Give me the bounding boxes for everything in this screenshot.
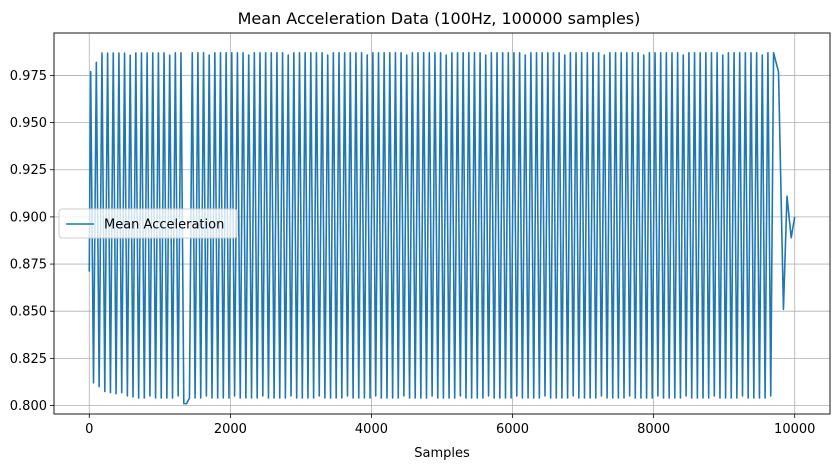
x-tick-label: 2000 [214, 422, 247, 437]
x-axis-label: Samples [414, 446, 470, 461]
x-axis: 0 2000 4000 6000 8000 10000 [85, 414, 815, 437]
y-axis: 0.800 0.825 0.850 0.875 0.900 0.925 0.950 0.975 [10, 69, 54, 414]
x-tick-label: 10000 [774, 422, 815, 437]
x-tick-label: 8000 [637, 422, 670, 437]
y-tick-label: 0.800 [10, 399, 47, 414]
legend-box [58, 208, 238, 239]
y-tick-label: 0.875 [10, 258, 47, 273]
legend-label: Mean Acceleration [104, 218, 224, 233]
plot-frame [53, 32, 831, 415]
y-tick-label: 0.825 [10, 352, 47, 367]
legend: Mean Acceleration [58, 208, 238, 239]
y-tick-label: 0.950 [10, 116, 47, 131]
x-tick-label: 4000 [355, 422, 388, 437]
y-tick-label: 0.975 [10, 69, 47, 84]
series-line-mean-acceleration [88, 52, 796, 405]
x-tick-label: 0 [85, 422, 93, 437]
y-tick-label: 0.850 [10, 305, 47, 320]
y-tick-label: 0.925 [10, 163, 47, 178]
series-layer [88, 52, 796, 405]
x-tick-label: 6000 [496, 422, 529, 437]
y-tick-label: 0.900 [10, 210, 47, 225]
chart-title: Mean Acceleration Data (100Hz, 100000 sa… [238, 9, 641, 28]
